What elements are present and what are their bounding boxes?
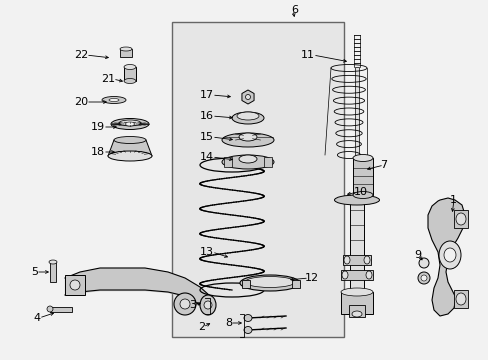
Bar [242,280,249,288]
Ellipse shape [125,122,135,126]
Bar [340,292,372,314]
Ellipse shape [222,155,273,169]
Ellipse shape [343,256,349,264]
Ellipse shape [244,276,294,288]
Text: 14: 14 [200,152,214,162]
Ellipse shape [49,260,57,264]
Text: 17: 17 [200,90,214,100]
Ellipse shape [102,96,126,104]
Ellipse shape [47,306,53,312]
Ellipse shape [365,271,371,279]
Ellipse shape [119,120,141,126]
Ellipse shape [341,271,347,279]
Ellipse shape [352,192,372,198]
Ellipse shape [352,154,372,162]
Ellipse shape [443,248,455,262]
Text: 8: 8 [224,318,231,328]
Polygon shape [108,140,152,156]
Ellipse shape [455,293,465,305]
Bar [50,262,56,282]
Text: 15: 15 [200,132,214,142]
Ellipse shape [239,133,257,141]
Ellipse shape [245,95,250,99]
Ellipse shape [244,315,251,321]
Text: 13: 13 [200,247,214,257]
Bar [453,210,467,228]
Text: 4: 4 [34,313,41,323]
Ellipse shape [200,295,216,315]
Bar [124,67,136,81]
Ellipse shape [70,280,80,290]
Polygon shape [242,90,254,104]
Bar [340,270,372,280]
Text: 7: 7 [379,160,386,170]
Bar [349,195,363,295]
Ellipse shape [340,288,372,296]
Text: 19: 19 [91,122,105,132]
Ellipse shape [124,64,136,69]
Ellipse shape [351,311,361,317]
Text: 2: 2 [198,322,204,332]
Text: 12: 12 [305,273,319,283]
Ellipse shape [420,275,426,281]
Text: 9: 9 [413,250,420,260]
Ellipse shape [363,256,369,264]
Bar [264,157,271,167]
Ellipse shape [334,195,379,205]
Bar [172,22,343,337]
Text: 10: 10 [353,187,367,197]
Ellipse shape [174,293,196,315]
Text: 21: 21 [101,74,115,84]
Text: 3: 3 [189,300,196,310]
Ellipse shape [455,213,465,225]
Bar [348,305,364,317]
Text: 6: 6 [291,5,298,15]
Bar [224,157,231,167]
Bar [352,158,372,195]
Ellipse shape [240,275,299,291]
Ellipse shape [109,99,119,102]
Ellipse shape [124,78,136,84]
Ellipse shape [180,299,190,309]
Text: 5: 5 [31,267,38,277]
Text: 16: 16 [200,111,214,121]
Ellipse shape [239,155,257,163]
Ellipse shape [237,112,259,120]
Ellipse shape [231,112,264,124]
Ellipse shape [114,136,146,144]
Ellipse shape [418,258,428,268]
Ellipse shape [120,47,132,51]
Text: 1: 1 [449,195,456,205]
Bar [453,290,467,308]
Bar [120,49,132,57]
Ellipse shape [111,118,149,130]
Text: 11: 11 [301,50,314,60]
Ellipse shape [417,272,429,284]
Ellipse shape [222,133,273,147]
Ellipse shape [244,327,251,333]
Polygon shape [427,198,464,316]
Text: 18: 18 [91,147,105,157]
Bar [342,255,370,265]
Bar [65,275,85,295]
Ellipse shape [108,151,152,161]
Bar [50,307,72,312]
Ellipse shape [438,241,460,269]
Text: 22: 22 [74,50,88,60]
Text: 20: 20 [74,97,88,107]
Bar [354,67,358,277]
Ellipse shape [203,301,212,309]
Bar [291,280,299,288]
